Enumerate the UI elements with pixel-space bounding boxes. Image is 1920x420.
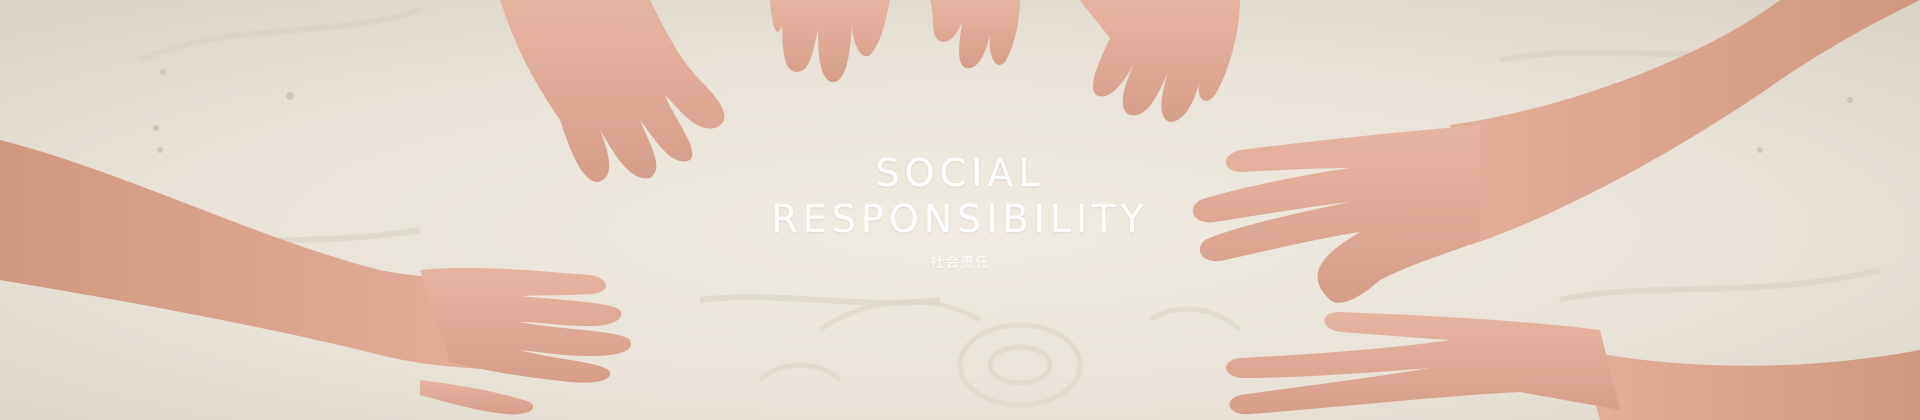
title-line-social: SOCIAL: [875, 151, 1045, 195]
banner-title-block: SOCIAL RESPONSIBILITY 社会责任: [0, 150, 1920, 272]
banner-subtitle: 社会责任: [930, 255, 990, 271]
title-line-responsibility: RESPONSIBILITY: [771, 197, 1149, 241]
